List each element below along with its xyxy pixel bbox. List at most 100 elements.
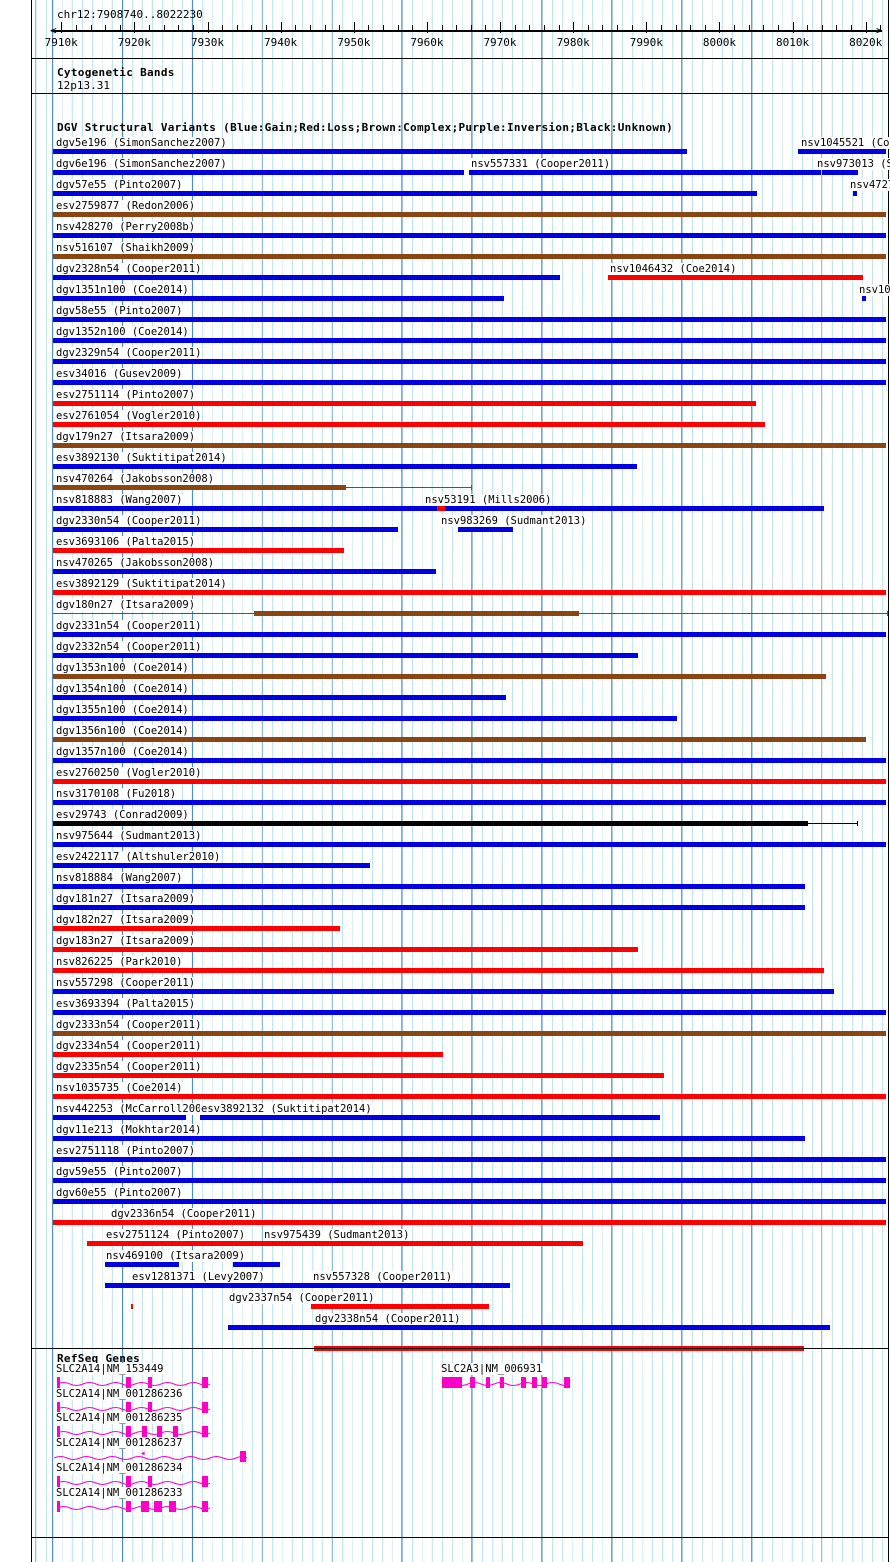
variant-label[interactable]: nsv973013 (Su: [816, 158, 890, 170]
variant-label[interactable]: nsv53191 (Mills2006): [424, 494, 553, 506]
variant-bar[interactable]: [53, 1010, 886, 1015]
gene-exon[interactable]: [442, 1377, 462, 1388]
variant-bar[interactable]: [105, 1262, 179, 1267]
variant-label[interactable]: esv2761054 (Vogler2010): [55, 410, 203, 422]
variant-label[interactable]: dgv5e196 (SimonSanchez2007): [55, 137, 228, 149]
variant-bar[interactable]: [53, 737, 866, 742]
variant-label[interactable]: esv1281371 (Levy2007): [131, 1271, 266, 1283]
variant-bar[interactable]: [853, 191, 857, 196]
variant-bar[interactable]: [105, 1283, 510, 1288]
gene-label[interactable]: SLC2A14|NM_001286234: [55, 1462, 184, 1474]
variant-bar[interactable]: [53, 695, 506, 700]
variant-bar[interactable]: [131, 1304, 133, 1309]
variant-label[interactable]: dgv183n27 (Itsara2009): [55, 935, 197, 947]
variant-bar[interactable]: [53, 422, 765, 427]
variant-bar[interactable]: [53, 590, 886, 595]
gene-exon[interactable]: [57, 1402, 60, 1413]
variant-bar[interactable]: [469, 170, 821, 175]
gene-label[interactable]: SLC2A14|NM_001286236: [55, 1388, 184, 1400]
variant-label[interactable]: dgv2332n54 (Cooper2011): [55, 641, 203, 653]
variant-label[interactable]: dgv1351n100 (Coe2014): [55, 284, 190, 296]
variant-bar[interactable]: [53, 905, 805, 910]
variant-label[interactable]: nsv442253 (McCarroll2008): [55, 1103, 216, 1115]
variant-label[interactable]: dgv2329n54 (Cooper2011): [55, 347, 203, 359]
variant-label[interactable]: dgv1353n100 (Coe2014): [55, 662, 190, 674]
variant-bar[interactable]: [53, 758, 886, 763]
variant-bar[interactable]: [53, 1094, 886, 1099]
variant-bar[interactable]: [53, 296, 504, 301]
variant-bar[interactable]: [200, 1115, 660, 1120]
variant-label[interactable]: dgv2335n54 (Cooper2011): [55, 1061, 203, 1073]
variant-bar[interactable]: [87, 1241, 583, 1246]
variant-label[interactable]: dgv58e55 (Pinto2007): [55, 305, 184, 317]
variant-label[interactable]: nsv818883 (Wang2007): [55, 494, 184, 506]
variant-label[interactable]: dgv11e213 (Mokhtar2014): [55, 1124, 203, 1136]
gene-exon[interactable]: [126, 1426, 131, 1437]
gene-exon[interactable]: [202, 1402, 208, 1413]
variant-bar[interactable]: [53, 1199, 886, 1204]
variant-label[interactable]: esv3892129 (Suktitipat2014): [55, 578, 228, 590]
gene-label[interactable]: SLC2A14|NM_001286237: [55, 1437, 184, 1449]
gene-exon[interactable]: [148, 1476, 152, 1487]
variant-label[interactable]: esv3892130 (Suktitipat2014): [55, 452, 228, 464]
variant-label[interactable]: esv2422117 (Altshuler2010): [55, 851, 222, 863]
gene-exon[interactable]: [57, 1501, 60, 1512]
variant-bar[interactable]: [458, 527, 513, 532]
variant-label[interactable]: esv2759877 (Redon2006): [55, 200, 197, 212]
gene-exon[interactable]: [173, 1426, 178, 1437]
variant-bar[interactable]: [53, 989, 834, 994]
variant-label[interactable]: dgv1355n100 (Coe2014): [55, 704, 190, 716]
variant-bar[interactable]: [53, 653, 638, 658]
variant-bar[interactable]: [53, 548, 344, 553]
gene-exon[interactable]: [564, 1377, 570, 1388]
variant-bar[interactable]: [53, 401, 756, 406]
variant-bar[interactable]: [53, 926, 340, 931]
gene-exon[interactable]: [148, 1377, 152, 1388]
variant-label[interactable]: nsv1035735 (Coe2014): [55, 1082, 184, 1094]
variant-bar[interactable]: [822, 170, 858, 175]
variant-bar[interactable]: [53, 884, 805, 889]
variant-bar[interactable]: [53, 1136, 805, 1141]
gene-exon[interactable]: [126, 1476, 131, 1487]
variant-bar[interactable]: [53, 1220, 886, 1225]
variant-label[interactable]: dgv2331n54 (Cooper2011): [55, 620, 203, 632]
gene-exon[interactable]: [148, 1402, 152, 1413]
variant-bar[interactable]: [53, 968, 824, 973]
variant-bar[interactable]: [53, 380, 886, 385]
variant-bar[interactable]: [53, 1178, 886, 1183]
variant-bar[interactable]: [254, 611, 579, 616]
variant-label[interactable]: dgv57e55 (Pinto2007): [55, 179, 184, 191]
variant-label[interactable]: nsv1045521 (Co: [800, 137, 890, 149]
variant-label[interactable]: dgv2333n54 (Cooper2011): [55, 1019, 203, 1031]
variant-label[interactable]: nsv557331 (Cooper2011): [470, 158, 612, 170]
variant-bar[interactable]: [53, 1157, 886, 1162]
gene-exon[interactable]: [202, 1501, 208, 1512]
variant-bar[interactable]: [53, 443, 886, 448]
variant-bar[interactable]: [798, 149, 886, 154]
gene-label[interactable]: SLC2A14|NM_001286233: [55, 1487, 184, 1499]
variant-bar[interactable]: [53, 317, 886, 322]
variant-label[interactable]: dgv1356n100 (Coe2014): [55, 725, 190, 737]
variant-label[interactable]: dgv1357n100 (Coe2014): [55, 746, 190, 758]
variant-bar[interactable]: [53, 254, 886, 259]
gene-exon[interactable]: [500, 1377, 504, 1388]
variant-label[interactable]: esv2751118 (Pinto2007): [55, 1145, 197, 1157]
variant-label[interactable]: dgv1352n100 (Coe2014): [55, 326, 190, 338]
variant-label[interactable]: esv2751124 (Pinto2007): [105, 1229, 247, 1241]
variant-bar[interactable]: [228, 1325, 830, 1330]
variant-label[interactable]: nsv469100 (Itsara2009): [105, 1250, 247, 1262]
variant-bar[interactable]: [53, 716, 677, 721]
variant-label[interactable]: dgv181n27 (Itsara2009): [55, 893, 197, 905]
gene-exon[interactable]: [470, 1377, 475, 1388]
variant-bar[interactable]: [53, 779, 886, 784]
variant-bar[interactable]: [53, 1031, 886, 1036]
variant-bar[interactable]: [53, 947, 638, 952]
gene-exon[interactable]: [521, 1377, 526, 1388]
variant-label[interactable]: dgv60e55 (Pinto2007): [55, 1187, 184, 1199]
variant-label[interactable]: nsv4727: [849, 179, 890, 191]
variant-bar[interactable]: [53, 485, 346, 490]
variant-bar[interactable]: [311, 1304, 489, 1309]
variant-label[interactable]: esv2751114 (Pinto2007): [55, 389, 197, 401]
variant-label[interactable]: dgv1354n100 (Coe2014): [55, 683, 190, 695]
gene-exon[interactable]: [240, 1451, 246, 1462]
